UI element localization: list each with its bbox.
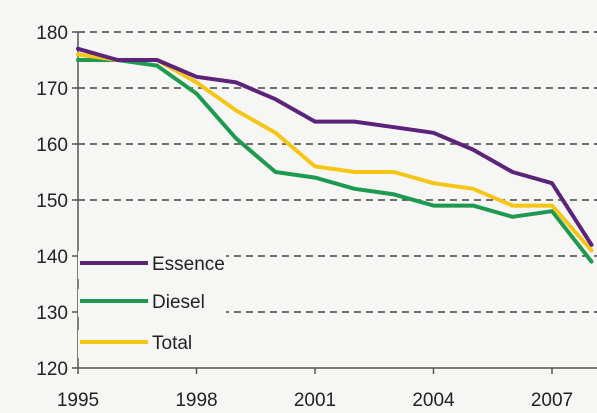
legend: Essence Diesel Total [78, 251, 226, 358]
x-tick-label-2007: 2007 [531, 390, 573, 411]
y-tick-label-130: 130 [36, 303, 68, 324]
series-line-essence [76, 46, 594, 247]
x-tick-label-1995: 1995 [57, 390, 99, 411]
y-tick-label-160: 160 [36, 135, 68, 156]
x-tick-label-2004: 2004 [412, 390, 455, 411]
y-tick-label-140: 140 [36, 247, 68, 268]
x-tick-label-1998: 1998 [175, 390, 217, 411]
series-line-diesel [76, 58, 594, 264]
series-lines [76, 46, 594, 264]
y-tick-label-170: 170 [36, 79, 68, 100]
y-tick-label-150: 150 [36, 191, 68, 212]
series-line-total [76, 52, 594, 253]
y-tick-label-180: 180 [36, 23, 68, 44]
axes: 120 130 140 150 160 170 180 1995 1998 2001 2004 200… [36, 23, 597, 411]
legend-label-essence: Essence [152, 254, 225, 275]
legend-label-diesel: Diesel [152, 292, 205, 313]
y-tick-label-120: 120 [36, 359, 68, 380]
x-tick-label-2001: 2001 [294, 390, 336, 411]
legend-label-total: Total [152, 333, 192, 354]
